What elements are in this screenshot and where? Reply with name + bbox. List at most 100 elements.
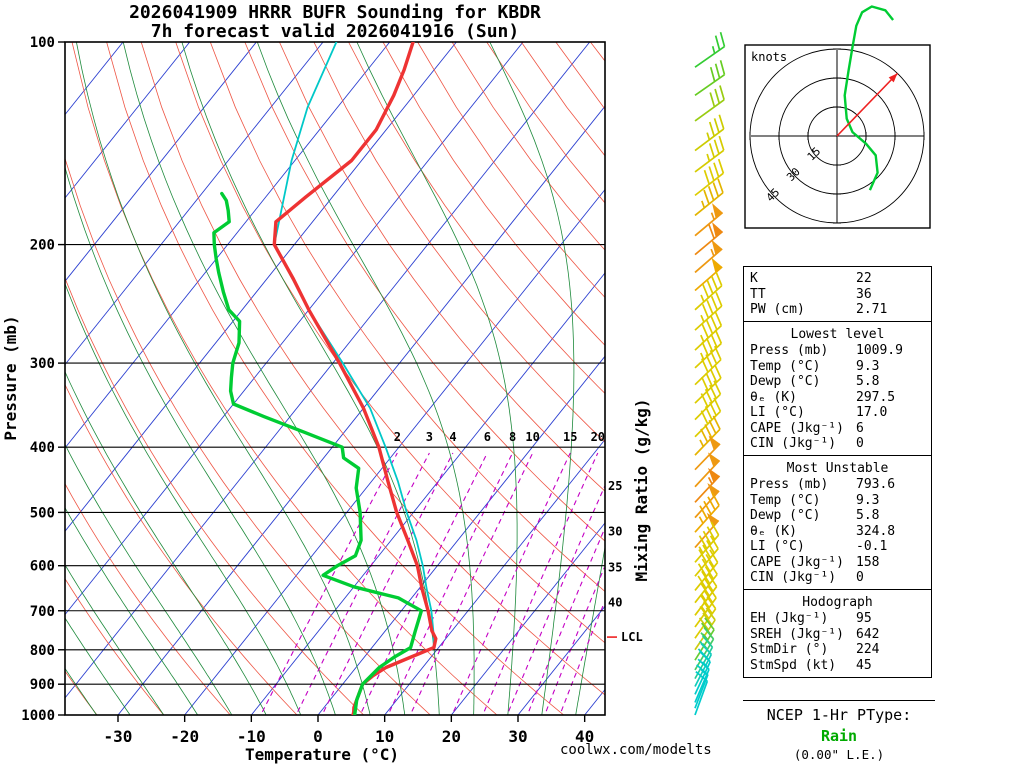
mixing-ratio-line bbox=[559, 602, 605, 715]
stats-section-header: Hodograph bbox=[802, 595, 873, 610]
temperature-tick-label: -10 bbox=[237, 727, 266, 746]
wind-barb bbox=[694, 435, 721, 471]
stat-label: Temp (°C) bbox=[750, 492, 821, 508]
temperature-tick-label: 20 bbox=[442, 727, 461, 746]
stat-label: EH (Jkg⁻¹) bbox=[750, 611, 829, 626]
ptype-heading: NCEP 1-Hr PType: bbox=[766, 706, 912, 724]
wind-barb bbox=[694, 364, 722, 404]
isotherm-line bbox=[250, 272, 605, 715]
moist-adiabat-line bbox=[122, 42, 406, 715]
wind-barb bbox=[694, 291, 723, 331]
stat-label: CIN (Jkg⁻¹) bbox=[750, 570, 837, 585]
dry-adiabat-line bbox=[65, 277, 365, 715]
skewt-background-lines bbox=[65, 42, 605, 715]
dry-adiabat-line bbox=[140, 42, 605, 696]
dry-adiabat-line bbox=[244, 42, 605, 542]
mixing-ratio-line bbox=[409, 452, 534, 715]
wind-barb bbox=[694, 535, 719, 577]
dry-adiabat-line bbox=[65, 482, 231, 715]
stat-row: θₑ (K) 297.5 bbox=[750, 390, 925, 406]
mixing-ratio-line bbox=[321, 452, 454, 715]
stats-box: K 22 TT 36 PW (cm) 2.71 bbox=[743, 266, 932, 323]
pressure-tick-label: 700 bbox=[30, 604, 55, 620]
mixing-ratio-value-label: 8 bbox=[509, 430, 516, 444]
moist-adiabat-line bbox=[356, 42, 518, 715]
temperature-tick-label: 10 bbox=[375, 727, 394, 746]
wind-barb bbox=[694, 178, 724, 217]
stat-value: -0.1 bbox=[856, 539, 888, 554]
mixing-ratio-line bbox=[544, 567, 605, 715]
wind-barb bbox=[694, 561, 718, 604]
stat-row: Press (mb) 1009.9 bbox=[750, 343, 925, 359]
stat-label: CAPE (Jkg⁻¹) bbox=[750, 420, 844, 436]
lcl-label: LCL bbox=[621, 630, 643, 644]
stat-label: LI (°C) bbox=[750, 405, 805, 420]
wind-barb bbox=[694, 158, 725, 197]
moist-adiabat-line bbox=[65, 166, 336, 715]
mixing-ratio-line bbox=[359, 452, 488, 715]
isotherm-line bbox=[65, 42, 391, 449]
stat-row: K 22 bbox=[750, 271, 925, 287]
pressure-tick-label: 100 bbox=[30, 35, 55, 51]
stat-value: 22 bbox=[856, 271, 872, 286]
moist-adiabat-line bbox=[575, 544, 605, 715]
chart-title-line1: 2026041909 HRRR BUFR Sounding for KBDR bbox=[129, 2, 541, 23]
wind-barb bbox=[694, 203, 724, 237]
wind-barb bbox=[694, 549, 719, 591]
pressure-tick-label: 800 bbox=[30, 643, 55, 659]
y-axis-label: Pressure (mb) bbox=[1, 315, 20, 440]
mixing-ratio-value-label: 4 bbox=[449, 430, 456, 444]
plot-frame bbox=[64, 41, 606, 716]
stat-value: 158 bbox=[856, 554, 880, 570]
dry-adiabat-line bbox=[451, 42, 605, 251]
stats-box: Hodograph EH (Jkg⁻¹) 95 SREH (Jkg⁻¹) 642 StmD… bbox=[743, 589, 932, 678]
storm-motion-arrow bbox=[836, 72, 899, 137]
mixing-ratio-line bbox=[451, 452, 571, 715]
moist-adiabat-line bbox=[65, 370, 267, 715]
stat-value: 224 bbox=[856, 642, 880, 657]
moist-adiabat-line bbox=[65, 564, 165, 715]
stat-label: K bbox=[750, 271, 758, 286]
isotherm-line bbox=[65, 42, 191, 199]
isotherm-line bbox=[65, 42, 591, 699]
stat-label: θₑ (K) bbox=[750, 523, 797, 539]
stat-value: 324.8 bbox=[856, 523, 896, 539]
isotherm-line bbox=[65, 42, 324, 366]
mixing-ratio-line bbox=[482, 452, 599, 715]
temperature-tick-label: -20 bbox=[170, 727, 199, 746]
dry-adiabat-line bbox=[382, 42, 605, 346]
mixing-ratio-labels: 2 3 4 6 8 10 15 20 25 30 35 40 bbox=[394, 430, 623, 610]
mixing-ratio-axis-label: Mixing Ratio (g/kg) bbox=[632, 398, 651, 581]
moist-adiabat-line bbox=[181, 42, 440, 715]
mixing-ratio-value-label: 6 bbox=[484, 430, 491, 444]
dry-adiabat-line bbox=[65, 383, 298, 715]
wind-barb bbox=[694, 114, 725, 152]
stats-section-header: Lowest level bbox=[790, 327, 885, 342]
stat-value: 0 bbox=[856, 436, 864, 451]
hodograph-units-label: knots bbox=[751, 50, 787, 64]
storm-motion-arrowhead bbox=[888, 73, 898, 83]
stat-value: 2.71 bbox=[856, 302, 888, 317]
stat-label: StmSpd (kt) bbox=[750, 657, 837, 673]
mixing-ratio-value-label: 25 bbox=[608, 479, 622, 493]
stat-label: Dewp (°C) bbox=[750, 374, 821, 389]
wind-barb bbox=[694, 467, 721, 503]
stat-value: 793.6 bbox=[856, 477, 896, 492]
stat-row: TT 36 bbox=[750, 287, 925, 303]
wind-barb-column bbox=[694, 31, 726, 716]
stat-value: 17.0 bbox=[856, 405, 888, 420]
wind-barb bbox=[694, 452, 721, 488]
isotherm-line bbox=[384, 438, 605, 715]
pressure-tick-label: 200 bbox=[30, 238, 55, 254]
stat-label: Press (mb) bbox=[750, 343, 829, 358]
stat-value: 36 bbox=[856, 286, 872, 302]
stat-value: 95 bbox=[856, 611, 872, 626]
dry-adiabat-line bbox=[313, 42, 605, 443]
stat-row: EH (Jkg⁻¹) 95 bbox=[750, 611, 925, 627]
wind-barb bbox=[694, 491, 720, 533]
stat-value: 642 bbox=[856, 626, 880, 642]
stat-row: SREH (Jkg⁻¹) 642 bbox=[750, 627, 925, 643]
stat-value: 45 bbox=[856, 657, 872, 673]
stat-value: 1009.9 bbox=[856, 343, 903, 358]
